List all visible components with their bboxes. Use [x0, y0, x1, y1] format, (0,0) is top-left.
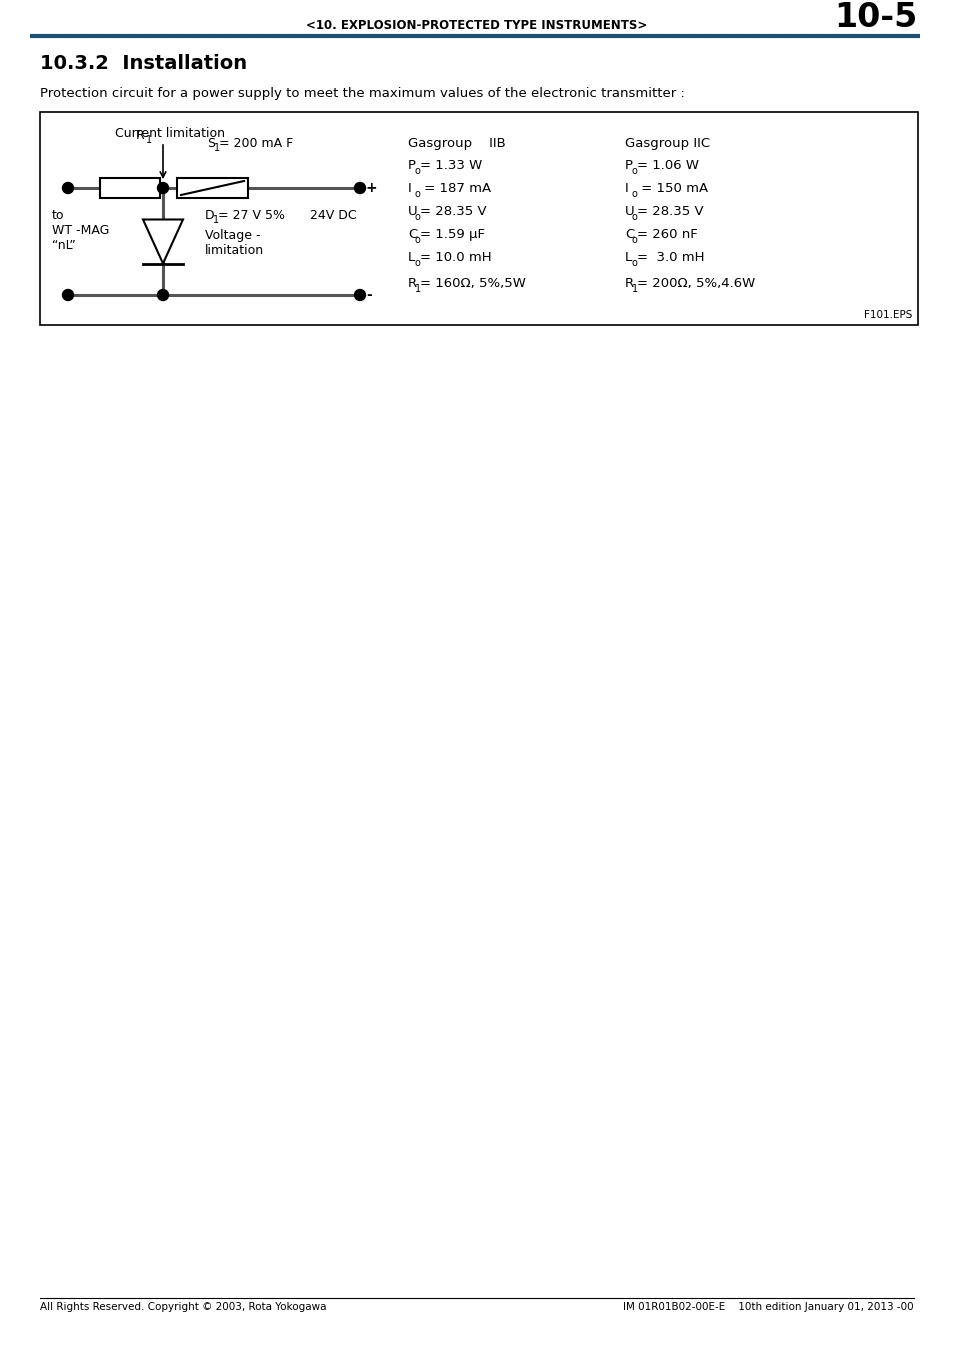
- Text: I: I: [408, 182, 412, 194]
- Text: Voltage -: Voltage -: [205, 230, 260, 242]
- Text: L: L: [408, 251, 415, 265]
- Text: 1: 1: [213, 215, 219, 225]
- Text: o: o: [631, 166, 638, 176]
- Circle shape: [355, 289, 365, 301]
- Text: All Rights Reserved. Copyright © 2003, Rota Yokogawa: All Rights Reserved. Copyright © 2003, R…: [40, 1301, 326, 1312]
- Text: limitation: limitation: [205, 244, 264, 256]
- Circle shape: [63, 182, 73, 193]
- Polygon shape: [143, 220, 183, 263]
- Text: = 1.33 W: = 1.33 W: [419, 159, 482, 171]
- Text: o: o: [415, 189, 420, 198]
- Text: o: o: [631, 212, 638, 221]
- Text: <10. EXPLOSION-PROTECTED TYPE INSTRUMENTS>: <10. EXPLOSION-PROTECTED TYPE INSTRUMENT…: [306, 19, 647, 32]
- Text: o: o: [415, 235, 420, 244]
- Text: = 260 nF: = 260 nF: [637, 228, 697, 242]
- Text: Current limitation: Current limitation: [115, 127, 225, 140]
- Text: L: L: [624, 251, 632, 265]
- Text: o: o: [631, 258, 638, 269]
- Text: 10-5: 10-5: [834, 1, 917, 34]
- Circle shape: [63, 289, 73, 301]
- Text: D: D: [205, 209, 214, 221]
- Text: to: to: [52, 209, 65, 221]
- Text: P: P: [624, 159, 633, 171]
- Text: 1: 1: [213, 143, 220, 153]
- Text: R: R: [136, 130, 145, 142]
- Text: o: o: [415, 212, 420, 221]
- Circle shape: [355, 182, 365, 193]
- Bar: [100, 178, 160, 198]
- Text: = 200 mA F: = 200 mA F: [219, 136, 293, 150]
- Text: 1: 1: [631, 284, 638, 294]
- Text: I: I: [624, 182, 628, 194]
- Circle shape: [157, 289, 169, 301]
- Text: WT -MAG: WT -MAG: [52, 224, 110, 238]
- Text: = 160Ω, 5%,5W: = 160Ω, 5%,5W: [419, 277, 525, 290]
- Text: P: P: [408, 159, 416, 171]
- Bar: [177, 178, 248, 198]
- Text: 1: 1: [415, 284, 420, 294]
- Text: “nL”: “nL”: [52, 239, 75, 252]
- Text: = 10.0 mH: = 10.0 mH: [419, 251, 491, 265]
- Text: IM 01R01B02-00E-E    10th edition January 01, 2013 -00: IM 01R01B02-00E-E 10th edition January 0…: [622, 1301, 913, 1312]
- Text: 24V DC: 24V DC: [310, 209, 356, 221]
- Text: -: -: [366, 288, 372, 302]
- Text: Gasgroup    IIB: Gasgroup IIB: [408, 136, 505, 150]
- Text: U: U: [624, 205, 634, 217]
- Text: = 27 V 5%: = 27 V 5%: [218, 209, 285, 221]
- Text: o: o: [415, 258, 420, 269]
- Text: = 1.59 μF: = 1.59 μF: [419, 228, 484, 242]
- Text: o: o: [415, 166, 420, 176]
- Text: U: U: [408, 205, 417, 217]
- Text: C: C: [408, 228, 416, 242]
- Circle shape: [157, 182, 169, 193]
- Bar: [40, 112, 917, 325]
- Text: S: S: [207, 136, 214, 150]
- Text: = 150 mA: = 150 mA: [637, 182, 707, 194]
- Text: = 187 mA: = 187 mA: [419, 182, 491, 194]
- Text: o: o: [631, 189, 638, 198]
- Text: = 200Ω, 5%,4.6W: = 200Ω, 5%,4.6W: [637, 277, 755, 290]
- Text: Protection circuit for a power supply to meet the maximum values of the electron: Protection circuit for a power supply to…: [40, 86, 684, 100]
- Text: R: R: [408, 277, 416, 290]
- Text: = 1.06 W: = 1.06 W: [637, 159, 699, 171]
- Text: 10.3.2  Installation: 10.3.2 Installation: [40, 54, 247, 73]
- Text: =  3.0 mH: = 3.0 mH: [637, 251, 703, 265]
- Text: Gasgroup IIC: Gasgroup IIC: [624, 136, 709, 150]
- Text: C: C: [624, 228, 634, 242]
- Text: 1: 1: [146, 135, 152, 144]
- Text: = 28.35 V: = 28.35 V: [419, 205, 486, 217]
- Text: = 28.35 V: = 28.35 V: [637, 205, 703, 217]
- Text: F101.EPS: F101.EPS: [862, 310, 911, 320]
- Text: o: o: [631, 235, 638, 244]
- Text: +: +: [366, 181, 377, 194]
- Text: R: R: [624, 277, 634, 290]
